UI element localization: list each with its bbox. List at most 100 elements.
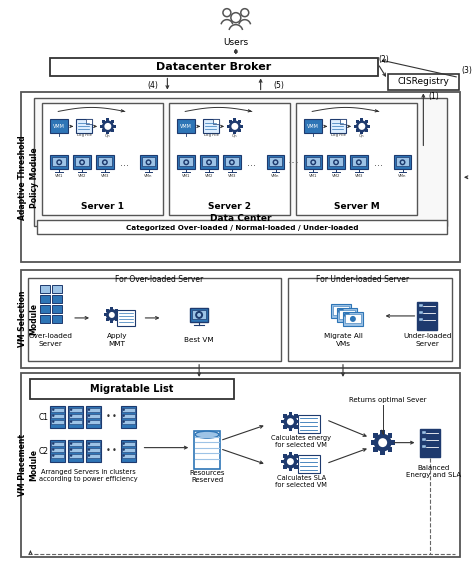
Circle shape	[52, 414, 55, 417]
FancyBboxPatch shape	[294, 414, 298, 418]
Circle shape	[123, 408, 125, 411]
Polygon shape	[340, 120, 346, 124]
FancyBboxPatch shape	[106, 131, 109, 134]
FancyBboxPatch shape	[110, 320, 113, 323]
Text: VM1: VM1	[182, 174, 191, 178]
FancyBboxPatch shape	[42, 103, 164, 215]
Text: VM3: VM3	[355, 174, 363, 178]
FancyBboxPatch shape	[87, 454, 100, 458]
Text: (4): (4)	[147, 81, 158, 90]
Text: Apply
MMT: Apply MMT	[107, 333, 127, 347]
Circle shape	[52, 454, 55, 457]
FancyBboxPatch shape	[69, 408, 82, 412]
Circle shape	[70, 443, 73, 445]
FancyBboxPatch shape	[388, 433, 392, 437]
Circle shape	[70, 408, 73, 411]
FancyBboxPatch shape	[352, 157, 366, 166]
Text: Returns optimal Sever: Returns optimal Sever	[349, 397, 427, 403]
FancyBboxPatch shape	[106, 119, 109, 121]
FancyBboxPatch shape	[69, 442, 82, 446]
Circle shape	[197, 313, 201, 317]
Circle shape	[70, 449, 73, 451]
Text: ...: ...	[374, 158, 383, 168]
Text: VMM: VMM	[180, 124, 192, 129]
FancyBboxPatch shape	[69, 419, 82, 424]
Circle shape	[344, 312, 350, 318]
FancyBboxPatch shape	[98, 157, 112, 166]
FancyBboxPatch shape	[179, 157, 193, 166]
FancyBboxPatch shape	[40, 305, 50, 313]
Circle shape	[70, 414, 73, 417]
Circle shape	[208, 161, 210, 164]
FancyBboxPatch shape	[356, 130, 359, 132]
Text: VM3: VM3	[100, 174, 109, 178]
Circle shape	[374, 433, 392, 451]
FancyBboxPatch shape	[365, 130, 368, 132]
Circle shape	[312, 161, 315, 164]
Text: (1): (1)	[428, 92, 438, 101]
Text: Server 1: Server 1	[82, 202, 124, 211]
Circle shape	[88, 443, 90, 445]
FancyBboxPatch shape	[350, 155, 368, 169]
FancyBboxPatch shape	[51, 447, 64, 451]
FancyBboxPatch shape	[111, 130, 114, 132]
Circle shape	[401, 161, 404, 164]
FancyBboxPatch shape	[20, 270, 460, 368]
Circle shape	[52, 443, 55, 445]
FancyBboxPatch shape	[122, 442, 135, 446]
Circle shape	[338, 308, 344, 314]
FancyBboxPatch shape	[419, 304, 423, 307]
Circle shape	[70, 454, 73, 457]
Text: VMM: VMM	[53, 124, 65, 129]
FancyBboxPatch shape	[87, 442, 100, 446]
Polygon shape	[86, 120, 92, 124]
FancyBboxPatch shape	[75, 157, 89, 166]
Circle shape	[123, 449, 125, 451]
FancyBboxPatch shape	[69, 447, 82, 451]
FancyBboxPatch shape	[296, 460, 300, 464]
Text: VM1: VM1	[309, 174, 318, 178]
FancyBboxPatch shape	[223, 155, 241, 169]
FancyBboxPatch shape	[354, 125, 357, 128]
FancyBboxPatch shape	[289, 452, 292, 456]
Text: Over-loaded
Server: Over-loaded Server	[28, 333, 73, 347]
FancyBboxPatch shape	[329, 157, 343, 166]
FancyBboxPatch shape	[281, 460, 284, 464]
Circle shape	[333, 159, 339, 166]
Circle shape	[102, 120, 114, 132]
Text: Qn: Qn	[359, 134, 365, 137]
Text: Server 2: Server 2	[209, 202, 251, 211]
FancyBboxPatch shape	[388, 447, 392, 452]
Circle shape	[70, 421, 73, 423]
Text: ...: ...	[247, 158, 256, 168]
FancyBboxPatch shape	[51, 414, 64, 418]
FancyBboxPatch shape	[68, 440, 83, 461]
Circle shape	[287, 418, 294, 425]
Circle shape	[335, 161, 337, 164]
FancyBboxPatch shape	[345, 314, 361, 323]
FancyBboxPatch shape	[117, 313, 120, 317]
Text: Migratable List: Migratable List	[91, 384, 174, 394]
Circle shape	[88, 414, 90, 417]
FancyBboxPatch shape	[367, 125, 370, 128]
FancyBboxPatch shape	[304, 120, 322, 134]
FancyBboxPatch shape	[50, 155, 68, 169]
Text: Calculates energy
for selected VM: Calculates energy for selected VM	[271, 435, 331, 449]
FancyBboxPatch shape	[381, 450, 385, 455]
FancyBboxPatch shape	[343, 312, 363, 326]
Text: VM1: VM1	[55, 174, 64, 178]
FancyBboxPatch shape	[104, 313, 107, 317]
Text: Server M: Server M	[334, 202, 380, 211]
FancyBboxPatch shape	[360, 119, 364, 121]
FancyBboxPatch shape	[393, 155, 411, 169]
FancyBboxPatch shape	[110, 307, 113, 310]
FancyBboxPatch shape	[225, 157, 239, 166]
FancyBboxPatch shape	[86, 406, 101, 428]
FancyBboxPatch shape	[68, 406, 83, 428]
FancyBboxPatch shape	[200, 155, 218, 169]
FancyBboxPatch shape	[122, 408, 135, 412]
FancyBboxPatch shape	[121, 406, 136, 428]
Circle shape	[88, 408, 90, 411]
Circle shape	[88, 449, 90, 451]
Text: Qn: Qn	[232, 134, 237, 137]
